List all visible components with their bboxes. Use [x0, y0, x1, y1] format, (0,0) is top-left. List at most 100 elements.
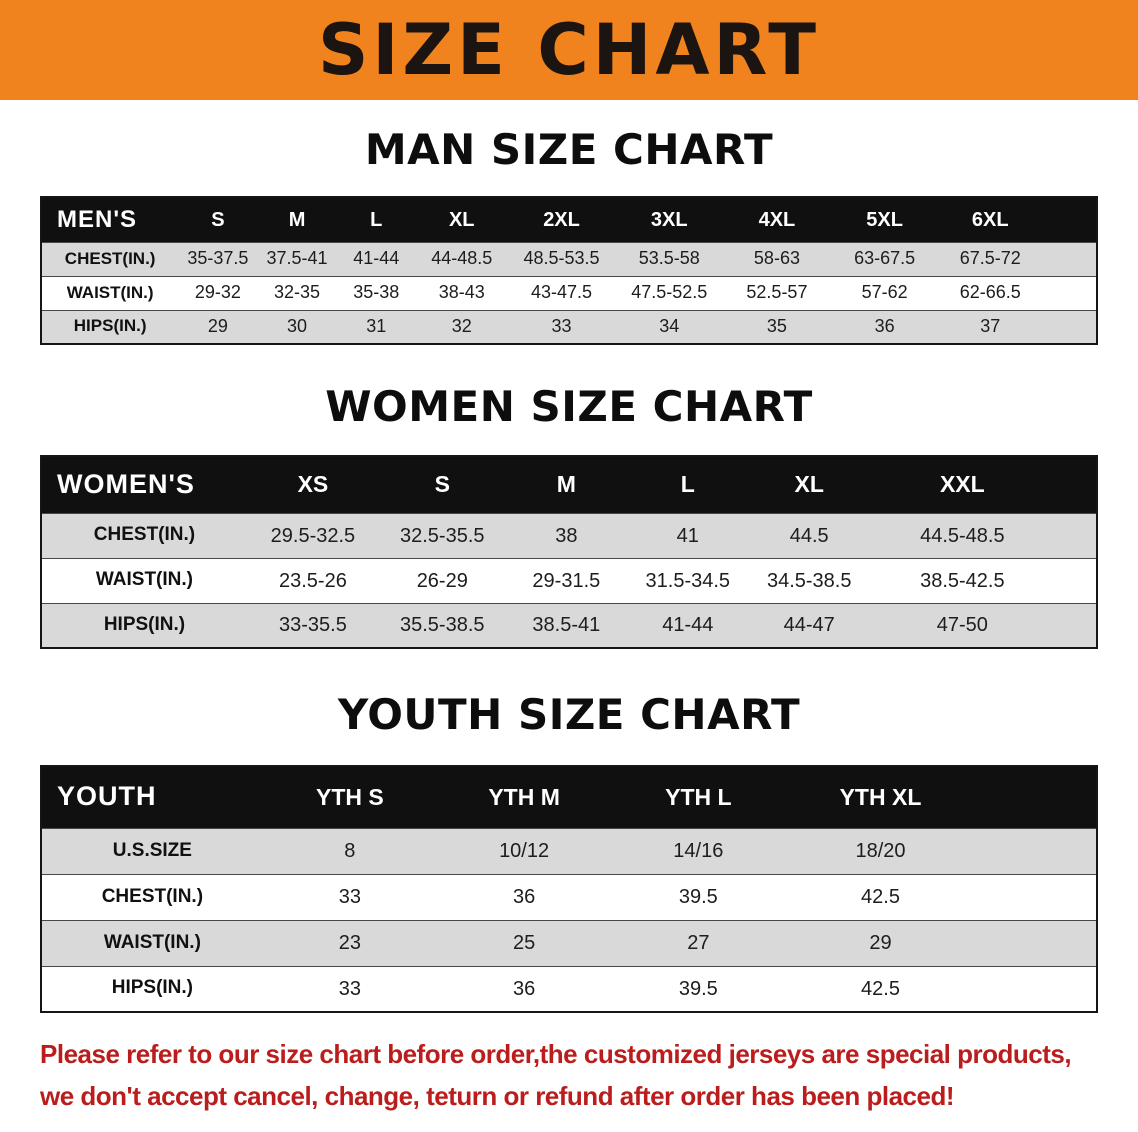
table-row: CHEST(IN.) 29.5-32.5 32.5-35.5 38 41 44.5 44.5… — [41, 512, 1097, 558]
size-value-cell: 35 — [723, 309, 831, 344]
size-value-cell: 53.5-58 — [615, 241, 724, 276]
women-section-heading: WOMEN SIZE CHART — [325, 382, 813, 431]
row-label-cell: WAIST(IN.) — [41, 275, 179, 310]
size-value-cell: 10/12 — [436, 827, 612, 874]
size-value-cell: 44-48.5 — [415, 241, 508, 276]
size-header-cell: YTH S — [316, 783, 384, 810]
table-row: WAIST(IN.) 23.5-26 26-29 29-31.5 31.5-34.5 34… — [41, 557, 1097, 603]
table-row: WAIST(IN.) 29-32 32-35 35-38 38-43 43-47.5 47.… — [41, 275, 1097, 310]
size-value-cell: 42.5 — [785, 873, 976, 920]
size-value-cell: 25 — [436, 919, 612, 966]
size-header-cell: YTH L — [665, 783, 732, 810]
page-title: SIZE CHART — [317, 9, 821, 91]
size-header-cell: 6XL — [971, 208, 1009, 231]
table-title-cell: MEN'S — [57, 205, 138, 233]
size-value-cell: 18/20 — [785, 827, 976, 874]
size-header-cell: 2XL — [543, 208, 580, 231]
size-header-cell: XL — [448, 208, 475, 231]
size-value-cell: 34 — [615, 309, 724, 344]
size-value-cell: 41-44 — [627, 602, 749, 648]
row-label-cell: WAIST(IN.) — [41, 919, 263, 966]
men-section-heading: MAN SIZE CHART — [364, 125, 774, 174]
disclaimer-line-2: we don't accept cancel, change, teturn o… — [40, 1081, 955, 1111]
size-header-cell: L — [680, 471, 695, 498]
spacer-cell — [975, 873, 1097, 920]
table-header-row: WOMEN'S XS S M L XL XXL — [41, 456, 1097, 513]
size-value-cell: 47-50 — [869, 602, 1055, 648]
size-header-cell: M — [288, 208, 306, 231]
size-value-cell: 58-63 — [723, 241, 831, 276]
size-value-cell: 52.5-57 — [723, 275, 831, 310]
size-value-cell: 26-29 — [378, 557, 506, 603]
size-header-cell: XL — [794, 471, 824, 498]
size-value-cell: 57-62 — [830, 275, 939, 310]
size-value-cell: 48.5-53.5 — [507, 241, 616, 276]
youth-section-heading: YOUTH SIZE CHART — [337, 690, 801, 739]
size-value-cell: 67.5-72 — [938, 241, 1042, 276]
size-value-cell: 41-44 — [336, 241, 416, 276]
size-value-cell: 32.5-35.5 — [378, 512, 506, 558]
table-row: U.S.SIZE 8 10/12 14/16 18/20 — [41, 827, 1097, 874]
size-value-cell: 31 — [336, 309, 416, 344]
size-header-cell: M — [556, 471, 576, 498]
table-header-row: MEN'S S M L XL 2XL 3XL 4XL 5XL 6XL — [41, 197, 1097, 242]
youth-size-chart-section: YOUTH SIZE CHART YOUTH YTH S YTH M YTH L YTH … — [0, 691, 1138, 1013]
men-size-table: MEN'S S M L XL 2XL 3XL 4XL 5XL 6XL CHEST(IN.) 35-37… — [40, 196, 1098, 345]
size-value-cell: 29-31.5 — [505, 557, 628, 603]
size-value-cell: 23 — [262, 919, 437, 966]
size-value-cell: 36 — [436, 873, 612, 920]
size-header-cell: 4XL — [758, 208, 796, 231]
women-size-chart-section: WOMEN SIZE CHART WOMEN'S XS S M L XL XXL CHEST(I… — [0, 383, 1138, 649]
spacer-cell — [1054, 557, 1097, 603]
spacer-cell — [976, 766, 1097, 828]
table-row: CHEST(IN.) 35-37.5 37.5-41 41-44 44-48.5 48.5… — [41, 241, 1097, 276]
size-value-cell: 14/16 — [611, 827, 786, 874]
spacer-cell — [1054, 512, 1097, 558]
size-value-cell: 32-35 — [257, 275, 337, 310]
size-header-cell: YTH M — [488, 783, 560, 810]
size-value-cell: 35-37.5 — [178, 241, 258, 276]
table-row: HIPS(IN.) 33-35.5 35.5-38.5 38.5-41 41-44 44-… — [41, 602, 1097, 648]
spacer-cell — [975, 827, 1097, 874]
size-value-cell: 41 — [627, 512, 749, 558]
youth-size-table: YOUTH YTH S YTH M YTH L YTH XL U.S.SIZE 8 10/12… — [40, 765, 1098, 1013]
disclaimer-line-1: Please refer to our size chart before or… — [40, 1039, 1072, 1069]
size-value-cell: 44.5-48.5 — [869, 512, 1055, 558]
row-label-cell: HIPS(IN.) — [41, 309, 179, 344]
size-value-cell: 62-66.5 — [938, 275, 1042, 310]
size-value-cell: 34.5-38.5 — [748, 557, 870, 603]
size-header-cell: L — [370, 208, 383, 231]
size-value-cell: 29-32 — [178, 275, 258, 310]
spacer-cell — [1041, 275, 1097, 310]
table-row: HIPS(IN.) 29 30 31 32 33 34 35 36 37 — [41, 309, 1097, 344]
size-value-cell: 39.5 — [611, 965, 786, 1012]
size-value-cell: 29 — [178, 309, 258, 344]
spacer-cell — [975, 919, 1097, 966]
row-label-cell: CHEST(IN.) — [41, 241, 179, 276]
spacer-cell — [975, 965, 1097, 1012]
size-header-cell: 3XL — [650, 208, 688, 231]
size-value-cell: 29 — [785, 919, 976, 966]
spacer-cell — [1041, 309, 1097, 344]
size-value-cell: 33-35.5 — [246, 602, 379, 648]
size-value-cell: 29.5-32.5 — [246, 512, 379, 558]
size-header-cell: YTH XL — [839, 783, 922, 810]
spacer-cell — [1041, 241, 1097, 276]
size-value-cell: 38-43 — [415, 275, 508, 310]
row-label-cell: CHEST(IN.) — [41, 873, 263, 920]
size-value-cell: 23.5-26 — [246, 557, 379, 603]
spacer-cell — [1055, 456, 1097, 513]
table-title-cell: YOUTH — [57, 781, 157, 812]
size-header-cell: XS — [297, 471, 329, 498]
size-value-cell: 8 — [262, 827, 437, 874]
row-label-cell: WAIST(IN.) — [41, 557, 247, 603]
row-label-cell: HIPS(IN.) — [41, 602, 247, 648]
size-header-cell: XXL — [939, 471, 985, 498]
size-value-cell: 35-38 — [336, 275, 416, 310]
size-value-cell: 47.5-52.5 — [615, 275, 724, 310]
size-chart-sections: MAN SIZE CHART MEN'S S M L XL 2XL 3XL 4XL 5XL 6XL C… — [0, 126, 1138, 1013]
disclaimer: Please refer to our size chart before or… — [40, 1033, 1138, 1117]
size-header-cell: 5XL — [866, 208, 903, 231]
table-header-row: YOUTH YTH S YTH M YTH L YTH XL — [41, 766, 1097, 828]
